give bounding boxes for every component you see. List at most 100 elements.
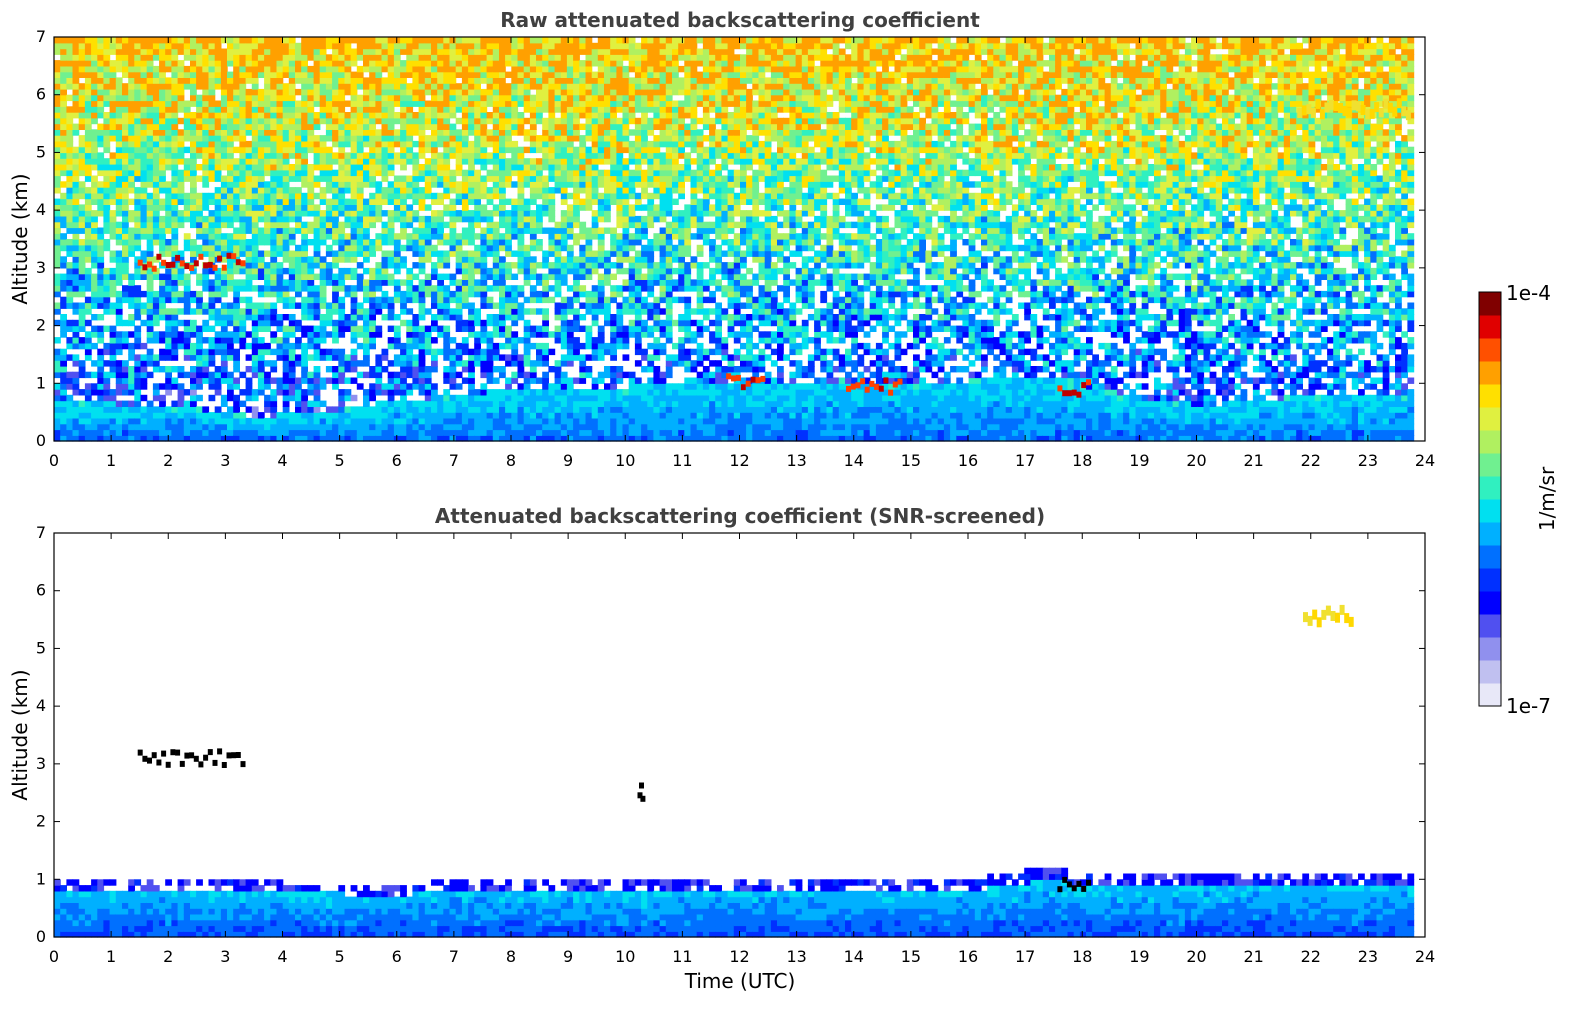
heatmap-cell: [393, 331, 401, 338]
heatmap-cell: [109, 406, 117, 413]
heatmap-cell: [400, 71, 407, 78]
heatmap-cell: [468, 123, 475, 130]
heatmap-cell: [115, 135, 123, 142]
heatmap-cell: [307, 285, 315, 292]
heatmap-cell: [468, 181, 475, 188]
heatmap-cell: [548, 146, 556, 154]
heatmap-cell: [480, 181, 488, 188]
heatmap-cell: [159, 175, 166, 182]
heatmap-cell: [350, 117, 358, 125]
heatmap-cell: [257, 100, 265, 107]
heatmap-cell: [560, 198, 568, 205]
heatmap-cell: [566, 83, 574, 90]
heatmap-cell: [165, 377, 172, 384]
heatmap-cell: [393, 71, 401, 78]
heatmap-cell: [307, 135, 315, 142]
heatmap-cell: [529, 417, 537, 425]
heatmap-cell: [566, 389, 574, 396]
heatmap-cell: [560, 187, 568, 194]
heatmap-cell: [239, 331, 247, 338]
heatmap-cell: [424, 175, 432, 182]
heatmap-cell: [499, 83, 506, 90]
heatmap-cell: [227, 100, 234, 107]
heatmap-cell: [418, 256, 426, 263]
heatmap-cell: [227, 267, 234, 275]
heatmap-cell: [554, 308, 562, 315]
heatmap-cell: [152, 169, 160, 177]
heatmap-cell: [257, 42, 265, 50]
heatmap-cell: [109, 48, 117, 55]
heatmap-cell: [566, 192, 574, 200]
heatmap-cell: [313, 100, 321, 107]
heatmap-cell: [190, 267, 197, 275]
heatmap-cell: [424, 169, 432, 177]
heatmap-cell: [356, 429, 364, 436]
heatmap-cell: [387, 48, 395, 55]
heatmap-cell: [381, 429, 389, 436]
heatmap-cell: [319, 100, 327, 107]
heatmap-cell: [97, 417, 105, 425]
heatmap-cell: [134, 325, 142, 332]
heatmap-cell: [381, 267, 389, 275]
heatmap-cell: [115, 123, 123, 130]
heatmap-cell: [214, 169, 222, 177]
heatmap-cell: [202, 198, 210, 205]
heatmap-cell: [560, 210, 568, 217]
heatmap-cell: [171, 106, 179, 113]
heatmap-cell: [288, 210, 296, 217]
heatmap-cell: [400, 123, 407, 130]
heatmap-cell: [338, 239, 346, 246]
heatmap-cell: [177, 366, 185, 373]
heatmap-cell: [468, 54, 475, 61]
heatmap-cell: [369, 325, 376, 332]
heatmap-cell: [72, 354, 80, 361]
heatmap-cell: [134, 314, 142, 321]
heatmap-cell: [208, 48, 216, 55]
heatmap-cell: [214, 319, 222, 327]
heatmap-cell: [369, 129, 376, 136]
heatmap-cell: [492, 88, 500, 96]
heatmap-cell: [190, 412, 197, 419]
heatmap-cell: [499, 314, 506, 321]
heatmap-cell: [381, 175, 389, 182]
heatmap-cell: [109, 412, 117, 419]
heatmap-cell: [455, 83, 463, 90]
heatmap-cell: [406, 273, 414, 280]
heatmap-cell: [159, 296, 166, 304]
heatmap-cell: [103, 348, 111, 356]
heatmap-cell: [103, 429, 111, 436]
heatmap-cell: [190, 181, 197, 188]
heatmap-cell: [109, 290, 117, 298]
heatmap-cell: [313, 48, 321, 55]
heatmap-cell: [437, 296, 444, 304]
heatmap-cell: [387, 256, 395, 263]
heatmap-cell: [338, 296, 346, 304]
heatmap-cell: [468, 285, 475, 292]
heatmap-cell: [517, 158, 525, 165]
heatmap-cell: [97, 348, 105, 356]
heatmap-cell: [109, 417, 117, 425]
heatmap-cell: [325, 198, 333, 205]
heatmap-cell: [288, 366, 296, 373]
heatmap-cell: [468, 348, 475, 356]
heatmap-cell: [332, 94, 339, 102]
heatmap-cell: [511, 37, 519, 44]
heatmap-cell: [128, 181, 135, 188]
heatmap-cell: [152, 227, 160, 234]
heatmap-cell: [400, 348, 407, 356]
heatmap-cell: [84, 319, 92, 327]
heatmap-cell: [313, 383, 321, 390]
heatmap-cell: [239, 371, 247, 379]
heatmap-cell: [307, 48, 315, 55]
heatmap-cell: [128, 152, 135, 159]
heatmap-cell: [363, 94, 370, 102]
heatmap-cell: [418, 54, 426, 61]
heatmap-cell: [511, 273, 519, 280]
heatmap-cell: [233, 354, 240, 361]
heatmap-cell: [171, 342, 179, 350]
heatmap-cell: [239, 233, 247, 240]
heatmap-cell: [103, 100, 111, 107]
heatmap-cell: [461, 400, 469, 407]
heatmap-cell: [122, 135, 129, 142]
heatmap-cell: [511, 112, 519, 119]
